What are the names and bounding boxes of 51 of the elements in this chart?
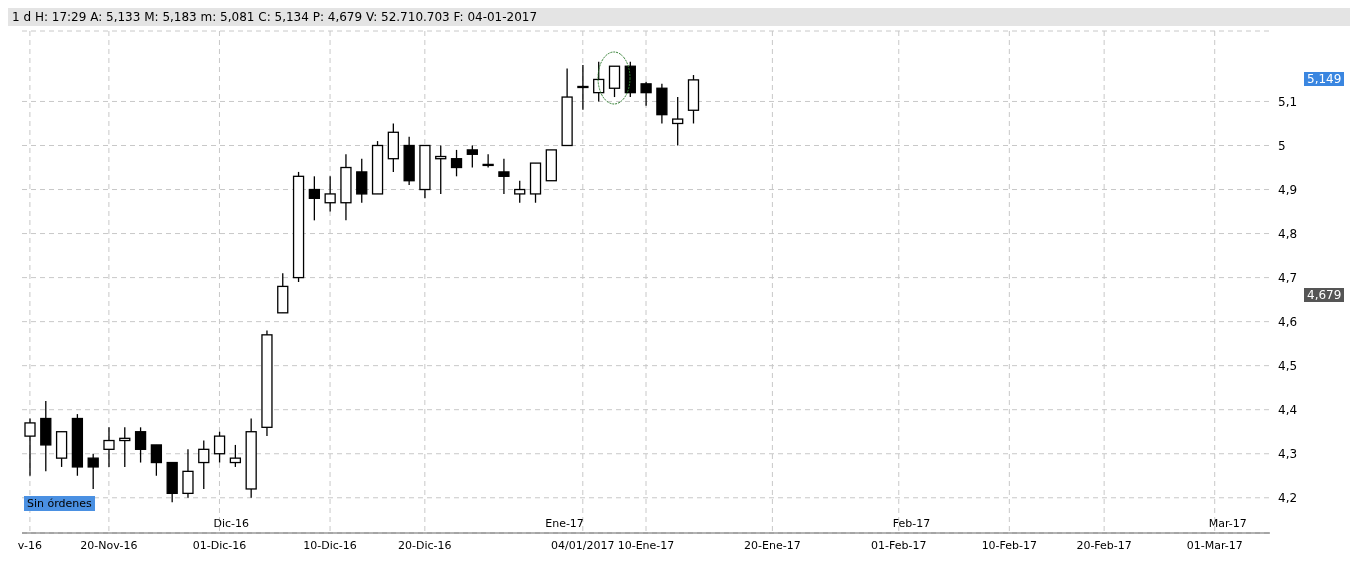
x-tick-label: 20-Feb-17	[1076, 538, 1132, 552]
candlestick	[103, 426, 115, 468]
y-tick-label: 4,3	[1278, 447, 1298, 461]
candlestick	[466, 144, 478, 169]
x-tick-label: 20-Ene-17	[744, 538, 801, 552]
candlestick	[182, 448, 194, 499]
annotation: Dic-16	[213, 517, 249, 530]
y-tick-label: 4,8	[1278, 226, 1298, 241]
candlestick	[482, 153, 494, 169]
candlestick	[608, 65, 621, 98]
x-tick-label: 01-Mar-17	[1186, 538, 1243, 552]
candlestick	[87, 453, 99, 490]
y-tick-label: 4,4	[1278, 402, 1298, 417]
annotation: Sin órdenes	[24, 495, 95, 511]
x-tick-label: 20-Dic-16	[398, 538, 452, 552]
y-tick-label: 4,6	[1278, 314, 1298, 329]
annotation: Ene-17	[545, 517, 584, 530]
x-tick-label: 10-Dic-16	[303, 538, 357, 552]
candlestick	[498, 158, 510, 195]
candlestick	[356, 158, 368, 204]
candlestick	[577, 64, 589, 111]
text: 5,149	[1304, 71, 1345, 86]
candlestick	[229, 444, 242, 468]
x-tick-label: 20-Nov-16	[80, 538, 138, 552]
candlestick	[24, 417, 36, 477]
candlestick	[640, 80, 652, 107]
y-tick-label: 4,2	[1278, 491, 1298, 506]
candlestick	[514, 180, 526, 204]
y-tick-label: 4,7	[1278, 270, 1298, 285]
y-tick-label: 4,5	[1278, 358, 1298, 373]
x-tick-label: 04/01/2017	[551, 538, 615, 552]
candlestick	[450, 149, 463, 177]
text: 4,679	[1304, 288, 1345, 302]
candlestick	[324, 175, 336, 213]
y-tick-label: 4,9	[1278, 182, 1298, 197]
y-tick-label: 5,1	[1278, 94, 1298, 109]
chart-title: 1 d H: 17:29 A: 5,133 M: 5,183 m: 5,081 C: 5,134 P: 4,679 V: 52.710.703 F: 04-01-2017	[8, 8, 1350, 26]
candlestick	[672, 96, 684, 147]
candlestick	[213, 431, 226, 464]
x-tick-label: 10-Feb-17	[981, 538, 1038, 552]
candlestick	[150, 444, 163, 477]
y-tick-label: 5	[1278, 138, 1286, 153]
x-tick-label: 01-Dic-16	[192, 538, 247, 552]
candlestick	[308, 175, 320, 221]
x-tick-label: 01-Feb-17	[871, 538, 927, 552]
x-tick-label: 10-Ene-17	[617, 538, 675, 552]
x-tick-label: v-16	[17, 538, 42, 552]
annotation: Feb-17	[892, 517, 931, 530]
candlestick	[198, 439, 210, 490]
annotation: Mar-17	[1208, 517, 1247, 530]
candlestick	[134, 426, 147, 464]
